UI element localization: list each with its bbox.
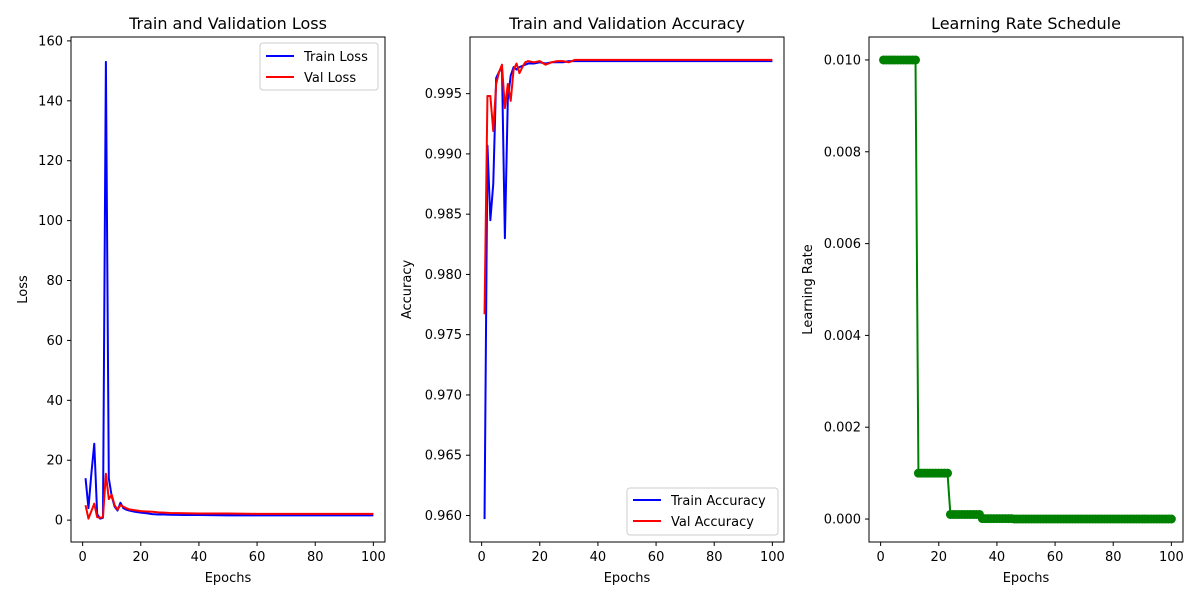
y-tick-label: 0.008: [824, 145, 861, 160]
y-axis-label: Learning Rate: [801, 244, 816, 334]
x-tick-label: 20: [532, 550, 549, 565]
x-tick-label: 40: [191, 550, 208, 565]
x-axis-label: Epochs: [205, 571, 252, 586]
y-tick-label: 0.960: [425, 509, 462, 524]
x-tick-label: 0: [477, 550, 485, 565]
y-tick-label: 60: [46, 334, 63, 349]
y-tick-label: 0.010: [824, 53, 861, 68]
series-line: [84, 472, 374, 520]
y-tick-label: 120: [38, 154, 63, 169]
data-point: [1166, 514, 1176, 524]
y-tick-label: 40: [46, 394, 63, 409]
y-tick-label: 100: [38, 214, 63, 229]
x-axis-label: Epochs: [1003, 571, 1050, 586]
data-point: [911, 55, 921, 65]
data-point: [943, 468, 952, 478]
y-tick-label: 0.970: [425, 388, 462, 403]
legend-entry: Val Accuracy: [671, 515, 754, 530]
x-tick-label: 20: [133, 550, 150, 565]
x-tick-label: 100: [1159, 550, 1184, 565]
x-tick-label: 40: [590, 550, 607, 565]
x-tick-label: 100: [760, 550, 785, 565]
legend: Train Accuracy Val Accuracy: [626, 487, 779, 536]
y-tick-label: 0.006: [824, 237, 861, 252]
legend: Train Loss Val Loss: [259, 42, 379, 91]
chart-title: Train and Validation Accuracy: [508, 14, 745, 33]
y-tick-label: 0: [55, 514, 63, 529]
x-tick-label: 40: [989, 550, 1006, 565]
legend-entry: Val Loss: [304, 71, 356, 86]
y-tick-label: 0.000: [824, 513, 861, 528]
plot-area: 0 20 40 60 80 100 0 20 40 60 80 100 120 140 160: [38, 34, 386, 565]
y-tick-label: 0.002: [824, 421, 861, 436]
y-tick-label: 140: [38, 94, 63, 109]
chart-title: Learning Rate Schedule: [931, 14, 1121, 33]
x-tick-label: 0: [78, 550, 86, 565]
y-tick-label: 80: [46, 274, 63, 289]
y-tick-label: 20: [46, 454, 63, 469]
y-tick-label: 0.975: [425, 328, 462, 343]
y-tick-label: 0.995: [425, 87, 462, 102]
y-tick-label: 0.965: [425, 449, 462, 464]
x-tick-label: 80: [706, 550, 723, 565]
y-tick-label: 160: [38, 34, 63, 49]
plot-area: 0 20 40 60 80 100 0.000 0.002 0.004 0.006 0.008 0.0…: [824, 36, 1184, 565]
x-tick-label: 80: [1105, 550, 1122, 565]
y-tick-label: 0.990: [425, 147, 462, 162]
panel-accuracy: Train and Validation Accuracy 0 20 40 60 80 1…: [400, 14, 785, 586]
axes-frame: [868, 36, 1184, 543]
x-axis-label: Epochs: [604, 571, 651, 586]
y-tick-label: 0.004: [824, 329, 861, 344]
panel-learning-rate: Learning Rate Schedule 0 20 40 60 80 100 0.000…: [801, 14, 1184, 586]
x-tick-label: 0: [876, 550, 884, 565]
series-line: [483, 58, 773, 315]
x-tick-label: 20: [931, 550, 948, 565]
axes-frame: [70, 36, 386, 543]
x-tick-label: 60: [648, 550, 665, 565]
legend-entry: Train Loss: [303, 50, 368, 65]
x-tick-label: 80: [307, 550, 324, 565]
legend-entry: Train Accuracy: [670, 494, 766, 509]
panel-loss: Train and Validation Loss 0 20 40 60 80 100 0 2…: [16, 14, 386, 586]
y-tick-label: 0.980: [425, 268, 462, 283]
axes-frame: [469, 36, 785, 543]
y-axis-label: Loss: [16, 275, 31, 304]
y-axis-label: Accuracy: [400, 260, 415, 320]
chart-title: Train and Validation Loss: [128, 14, 327, 33]
legend-box: [626, 487, 779, 536]
legend-box: [259, 42, 379, 91]
x-tick-label: 100: [361, 550, 386, 565]
plot-area: 0 20 40 60 80 100 0.960 0.965 0.970 0.975 0.980 0.9…: [425, 36, 785, 565]
x-tick-label: 60: [249, 550, 266, 565]
y-tick-label: 0.985: [425, 208, 462, 223]
x-tick-label: 60: [1047, 550, 1064, 565]
